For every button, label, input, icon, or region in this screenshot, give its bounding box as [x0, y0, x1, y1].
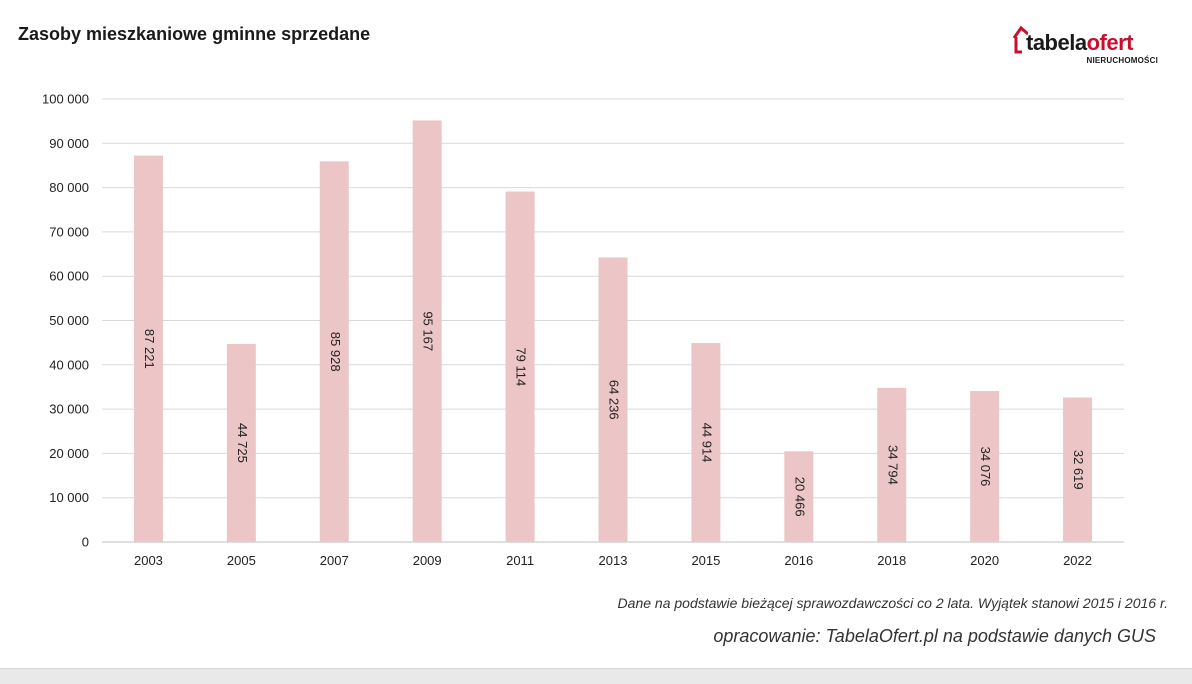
bar-value-label: 44 725 [235, 423, 250, 463]
bar-value-label: 64 236 [607, 380, 622, 420]
bar-chart: 0 10 000 20 000 30 000 40 000 50 000 60 000 70 … [42, 92, 1124, 568]
bar-value-label: 20 466 [792, 477, 807, 517]
bar-value-labels: 87 221 44 725 85 928 95 167 79 114 64 236 44 9… [142, 311, 1086, 516]
y-tick-label: 0 [82, 535, 89, 550]
bar-2009 [412, 120, 442, 542]
y-tick-label: 90 000 [49, 136, 89, 151]
x-tick-label: 2013 [599, 553, 628, 568]
x-tick-label: 2011 [506, 553, 534, 568]
y-tick-label: 100 000 [42, 92, 89, 107]
x-tick-label: 2007 [320, 553, 349, 568]
bar-value-label: 34 076 [978, 447, 993, 487]
bar-2022 [1063, 397, 1093, 542]
x-axis-ticks: 2003 2005 2007 2009 2011 2013 2015 2016 2018 2020… [134, 553, 1092, 568]
logo-subtitle: NIERUCHOMOŚCI [1086, 56, 1158, 65]
bar-value-label: 87 221 [142, 329, 157, 369]
bar-value-label: 32 619 [1071, 450, 1086, 490]
data-note: Dane na podstawie bieżącej sprawozdawczo… [617, 595, 1168, 611]
y-tick-label: 60 000 [49, 269, 89, 284]
y-tick-label: 20 000 [49, 446, 89, 461]
bar-2003 [133, 155, 163, 543]
x-tick-label: 2015 [691, 553, 720, 568]
y-axis-ticks: 0 10 000 20 000 30 000 40 000 50 000 60 000 70 … [42, 92, 89, 550]
bar-2013 [598, 257, 628, 542]
logo-wordmark: tabelaofert [1026, 30, 1133, 56]
bar-value-label: 34 794 [885, 445, 900, 485]
x-tick-label: 2018 [877, 553, 906, 568]
bar-value-label: 44 914 [699, 423, 714, 463]
bar-2018 [877, 387, 907, 542]
house-icon [1012, 25, 1028, 54]
y-tick-label: 70 000 [49, 224, 89, 239]
bottom-strip [0, 668, 1192, 684]
logo-word-ofert: ofert [1086, 30, 1134, 55]
bar-value-label: 95 167 [421, 311, 436, 351]
logo-word-tabela: tabela [1026, 30, 1087, 55]
bar-value-label: 85 928 [328, 332, 343, 372]
x-tick-label: 2022 [1063, 553, 1092, 568]
bar-2015 [691, 343, 721, 542]
bar-value-label: 79 114 [514, 347, 529, 386]
x-tick-label: 2005 [227, 553, 256, 568]
bar-2016 [784, 451, 814, 542]
y-tick-label: 40 000 [49, 357, 89, 372]
x-tick-label: 2003 [134, 553, 163, 568]
y-tick-label: 30 000 [49, 402, 89, 417]
source-credit: opracowanie: TabelaOfert.pl na podstawie… [713, 626, 1156, 646]
bar-2020 [970, 391, 1000, 542]
y-tick-label: 10 000 [49, 490, 89, 505]
y-tick-label: 80 000 [49, 180, 89, 195]
x-tick-label: 2020 [970, 553, 999, 568]
x-tick-label: 2009 [413, 553, 442, 568]
bar-2011 [505, 191, 535, 543]
x-tick-label: 2016 [784, 553, 813, 568]
brand-logo[interactable]: tabelaofert NIERUCHOMOŚCI [1012, 24, 1162, 70]
bar-2005 [226, 343, 256, 542]
chart-title: Zasoby mieszkaniowe gminne sprzedane [18, 24, 371, 44]
bar-2007 [319, 161, 349, 542]
y-tick-label: 50 000 [49, 313, 89, 328]
bars [133, 120, 1093, 543]
